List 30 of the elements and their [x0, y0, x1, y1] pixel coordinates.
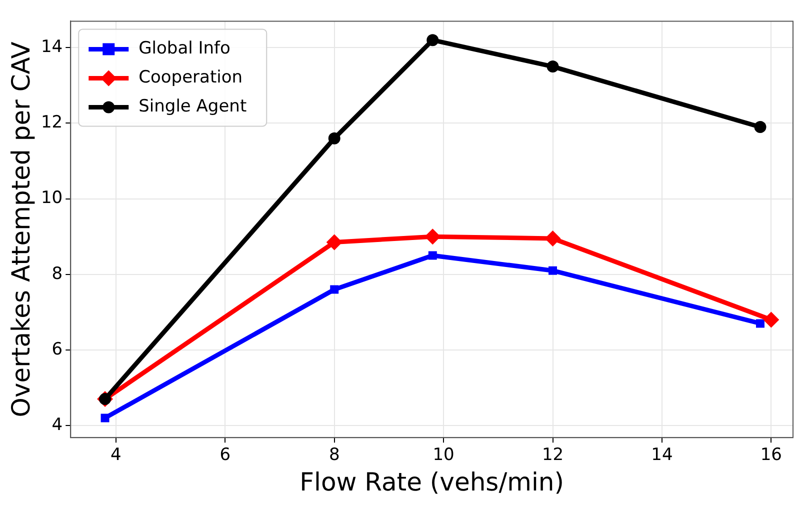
point [100, 414, 110, 422]
point [330, 285, 339, 294]
legend-label: Global Info [138, 38, 230, 59]
point [548, 266, 557, 275]
y-tick-label: 10 [40, 188, 63, 208]
y-axis-title: Overtakes Attempted per CAV [6, 42, 36, 418]
point [328, 132, 340, 144]
x-tick-label: 10 [432, 445, 454, 466]
x-tick-label: 16 [760, 445, 782, 466]
point [756, 319, 764, 328]
x-tick-label: 14 [651, 445, 673, 466]
point [326, 234, 342, 250]
x-axis-title: Flow Rate (vehs/min) [300, 468, 564, 496]
y-tick-label: 6 [52, 339, 63, 360]
y-tick-label: 4 [52, 414, 63, 435]
point [754, 121, 766, 133]
legend-label: Cooperation [138, 68, 243, 88]
y-tick-label: 12 [40, 112, 63, 133]
point [546, 60, 559, 73]
point [763, 312, 780, 328]
point [544, 230, 561, 246]
x-tick-label: 6 [220, 445, 231, 466]
point [428, 251, 437, 260]
legend-label: Single Agent [138, 96, 247, 117]
x-tick-label: 8 [328, 445, 340, 466]
x-tick-label: 4 [110, 445, 122, 466]
y-tick-label: 8 [52, 264, 63, 284]
point [426, 34, 439, 46]
x-tick-label: 12 [542, 445, 564, 466]
y-tick-label: 14 [40, 37, 63, 58]
